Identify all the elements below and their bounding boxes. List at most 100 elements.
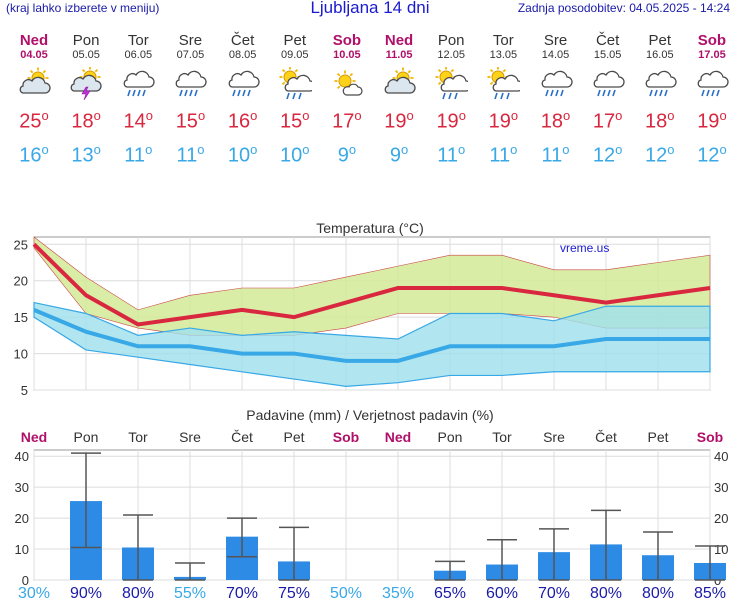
temp-min: 12o bbox=[634, 139, 686, 167]
day-date: 05.05 bbox=[72, 49, 100, 61]
precip-day-label: Sob bbox=[697, 429, 723, 445]
degree-sign: o bbox=[563, 108, 571, 123]
degree-sign: o bbox=[510, 141, 518, 157]
temp-min: 11o bbox=[164, 139, 216, 167]
temp-max: 19o bbox=[477, 105, 529, 133]
degree-sign: o bbox=[197, 108, 206, 123]
day-column: Tor 06.05 14o 11o bbox=[112, 33, 164, 166]
degree-sign: o bbox=[197, 141, 205, 157]
precip-chart-title: Padavine (mm) / Verjetnost padavin (%) bbox=[246, 407, 493, 423]
temp-max: 19o bbox=[425, 105, 477, 133]
day-name: Pon bbox=[72, 32, 100, 49]
day-column: Tor 13.05 19o 11o bbox=[477, 33, 529, 166]
temp-y-tick: 5 bbox=[21, 383, 28, 398]
temp-min-value: 13 bbox=[71, 144, 94, 167]
daily-forecast-row: Ned 04.05 25o 16o Pon 05.05 18o 13o Tor 06.05 14o 1… bbox=[8, 33, 736, 168]
precip-probability: 90% bbox=[70, 585, 102, 600]
degree-sign: o bbox=[458, 108, 466, 123]
degree-sign: o bbox=[302, 108, 310, 123]
degree-sign: o bbox=[667, 108, 675, 123]
degree-sign: o bbox=[615, 108, 623, 123]
precip-probability: 75% bbox=[278, 585, 310, 600]
temp-min: 10o bbox=[217, 139, 269, 167]
day-column: Pon 12.05 19o 11o bbox=[425, 33, 477, 166]
day-column: Sre 07.05 15o 11o bbox=[164, 33, 216, 166]
temp-max-value: 19 bbox=[488, 110, 511, 133]
degree-sign: o bbox=[41, 108, 49, 123]
temp-max-value: 18 bbox=[540, 110, 563, 133]
temp-max: 19o bbox=[686, 105, 738, 133]
day-name: Sre bbox=[178, 32, 203, 49]
day-name: Pet bbox=[283, 32, 306, 49]
precip-day-label: Pon bbox=[74, 429, 99, 445]
precip-probability: 80% bbox=[122, 585, 154, 600]
page-title: Ljubljana 14 dni bbox=[310, 0, 430, 17]
day-column: Sob 10.05 17o 9o bbox=[321, 33, 373, 166]
temp-max-value: 19 bbox=[436, 110, 459, 133]
temp-max-value: 17 bbox=[332, 110, 355, 133]
degree-sign: o bbox=[348, 141, 357, 157]
temp-max: 18o bbox=[530, 105, 582, 133]
degree-sign: o bbox=[93, 108, 101, 123]
temp-max-value: 18 bbox=[71, 110, 94, 133]
temp-min-line bbox=[33, 308, 710, 363]
rain-cloud-icon bbox=[643, 67, 677, 101]
precip-probability: 70% bbox=[538, 585, 570, 600]
day-name: Sob bbox=[332, 32, 362, 49]
temp-max: 15o bbox=[269, 105, 321, 133]
day-name: Čet bbox=[230, 32, 255, 49]
degree-sign: o bbox=[406, 108, 414, 123]
precip-day-label: Pet bbox=[647, 429, 668, 445]
day-name: Pon bbox=[437, 32, 465, 49]
degree-sign: o bbox=[145, 141, 153, 157]
day-date: 12.05 bbox=[437, 49, 465, 61]
day-name: Sre bbox=[543, 32, 568, 49]
temp-y-tick: 25 bbox=[14, 237, 28, 252]
day-date: 17.05 bbox=[698, 49, 726, 61]
day-column: Sre 14.05 18o 11o bbox=[530, 33, 582, 166]
precip-day-label: Sob bbox=[333, 429, 359, 445]
temp-max-value: 16 bbox=[227, 110, 251, 133]
temp-min: 13o bbox=[60, 139, 112, 167]
precip-day-label: Tor bbox=[128, 429, 148, 445]
day-column: Pet 16.05 18o 12o bbox=[634, 33, 686, 166]
temp-min-value: 11 bbox=[124, 144, 146, 167]
temp-min: 12o bbox=[582, 139, 634, 167]
precip-probability: 80% bbox=[642, 585, 674, 600]
temp-min: 11o bbox=[425, 139, 477, 167]
day-date: 08.05 bbox=[228, 49, 257, 61]
temp-min-value: 11 bbox=[176, 144, 198, 167]
day-name: Sob bbox=[697, 32, 727, 49]
degree-sign: o bbox=[667, 141, 675, 157]
temp-chart-title: Temperatura (°C) bbox=[316, 220, 424, 236]
precip-probability: 35% bbox=[382, 585, 414, 600]
precip-probability: 50% bbox=[330, 585, 362, 600]
precip-day-label: Pet bbox=[283, 429, 304, 445]
day-name: Ned bbox=[384, 32, 414, 49]
precip-probability: 70% bbox=[226, 585, 258, 600]
temp-min-band bbox=[33, 301, 711, 387]
temp-min: 11o bbox=[477, 139, 529, 167]
day-name: Pet bbox=[648, 32, 672, 49]
degree-sign: o bbox=[250, 108, 258, 123]
day-date: 13.05 bbox=[489, 49, 518, 61]
temp-max-value: 25 bbox=[19, 110, 42, 133]
degree-sign: o bbox=[615, 141, 623, 157]
precip-y-tick-left: 10 bbox=[15, 542, 29, 557]
thunderstorm-sun-icon bbox=[69, 67, 103, 101]
rain-cloud-icon bbox=[539, 67, 573, 101]
temp-max-value: 17 bbox=[592, 110, 616, 133]
day-column: Ned 11.05 19o 9o bbox=[373, 33, 425, 166]
degree-sign: o bbox=[562, 141, 570, 157]
temp-max-value: 19 bbox=[384, 110, 407, 133]
temp-min-value: 11 bbox=[489, 144, 511, 167]
day-column: Čet 08.05 16o 10o bbox=[217, 33, 269, 166]
temp-max-line bbox=[32, 242, 711, 327]
precip-day-label: Čet bbox=[595, 429, 617, 445]
precip-day-label: Sre bbox=[543, 429, 565, 445]
precip-y-tick-right: 10 bbox=[714, 542, 728, 557]
temp-min: 9o bbox=[321, 139, 373, 167]
temp-max-value: 15 bbox=[280, 110, 303, 133]
location-hint[interactable]: (kraj lahko izberete v meniju) bbox=[6, 1, 160, 15]
temp-max: 15o bbox=[164, 105, 216, 133]
